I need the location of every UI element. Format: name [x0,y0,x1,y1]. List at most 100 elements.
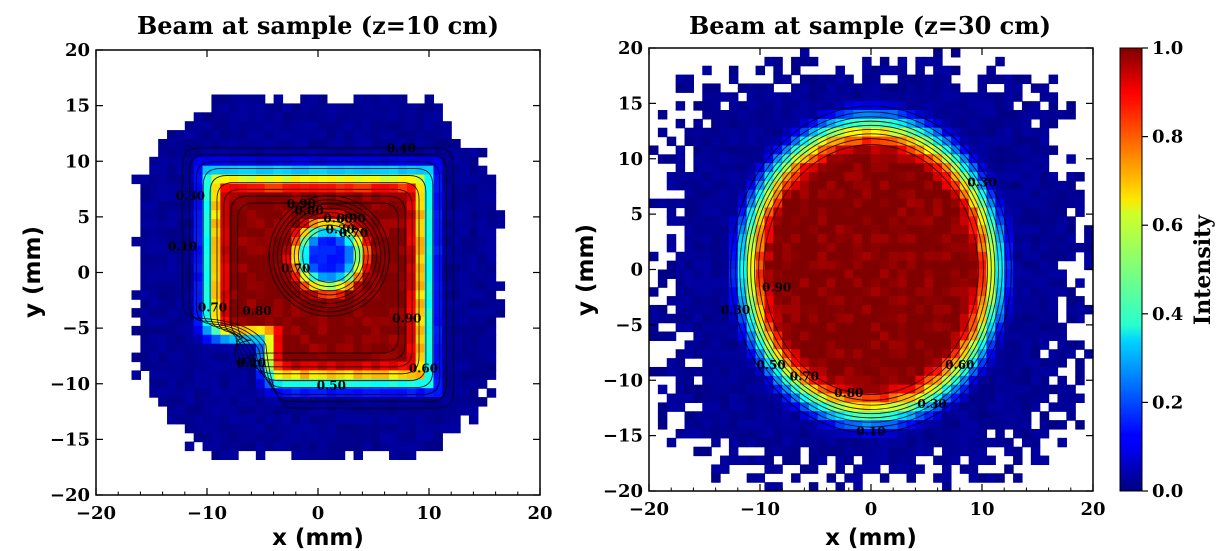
heatmap-cell [879,375,890,386]
heatmap-cell [675,74,686,85]
heatmap-cell [1021,207,1032,217]
heatmap-cell [826,74,837,85]
heatmap-cell [318,130,328,140]
heatmap-cell [835,189,845,200]
heatmap-cell [371,290,381,300]
heatmap-cell [791,92,801,102]
heatmap-cell [433,245,443,256]
heatmap-cell [1013,411,1023,421]
heatmap-cell [871,127,881,138]
heatmap-cell [167,361,177,371]
heatmap-cell [1004,287,1014,297]
heatmap-cell [1030,366,1041,377]
heatmap-cell [782,366,792,377]
heatmap-cell [149,174,159,185]
heatmap-cell [335,183,346,193]
heatmap-cell [808,375,819,386]
heatmap-cell [684,260,694,271]
heatmap-cell [468,236,479,247]
heatmap-cell [460,352,470,363]
heatmap-cell [202,139,213,149]
heatmap-cell [968,296,979,306]
heatmap-cell [1057,340,1067,350]
heatmap-cell [906,180,916,191]
heatmap-cell [220,308,230,318]
heatmap-cell [433,183,443,193]
heatmap-cell [220,201,230,211]
heatmap-cell [808,482,819,492]
heatmap-cell [844,163,854,173]
heatmap-cell [977,127,988,138]
heatmap-cell [353,325,363,336]
heatmap-cell [477,281,488,291]
heatmap-cell [335,174,346,185]
heatmap-cell [1013,198,1023,209]
heatmap-cell [273,103,284,113]
heatmap-cell [986,384,996,395]
heatmap-cell [950,393,961,403]
heatmap-cell [184,317,195,327]
heatmap-cell [782,278,792,288]
heatmap-cell [746,172,757,182]
heatmap-cell [353,263,363,274]
contour-label: 0.50 [317,378,346,392]
heatmap-cell [309,103,319,113]
heatmap-cell [238,406,248,416]
heatmap-cell [362,139,372,149]
heatmap-cell [817,225,828,235]
heatmap-cell [924,198,934,209]
heatmap-cell [424,156,435,167]
heatmap-cell [862,83,872,93]
heatmap-cell [468,290,479,300]
heatmap-cell [977,420,988,430]
heatmap-cell [711,296,721,306]
heatmap-cell [273,317,284,327]
heatmap-cell [220,245,230,256]
heatmap-cell [675,101,686,111]
heatmap-cell [158,388,168,398]
heatmap-cell [835,136,845,147]
heatmap-cell [862,446,872,457]
heatmap-cell [424,281,435,291]
heatmap-cell [986,74,996,85]
heatmap-cell [755,225,766,235]
heatmap-cell [950,207,961,217]
heatmap-cell [773,420,783,430]
heatmap-cell [451,165,461,176]
heatmap-cell [397,210,408,220]
heatmap-cell [906,331,916,341]
heatmap-cell [1048,92,1059,102]
heatmap-cell [746,296,757,306]
heatmap-cell [415,423,426,434]
heatmap-cell [728,313,739,324]
heatmap-cell [397,112,408,122]
heatmap-cell [1066,242,1076,253]
heatmap-cell [415,406,426,416]
contour-line [216,181,420,375]
heatmap-cell [468,228,479,238]
heatmap-cell [950,296,961,306]
heatmap-cell [468,254,479,265]
heatmap-cell [720,411,730,421]
heatmap-cell [167,299,177,309]
heatmap-cell [264,192,275,202]
heatmap-cell [255,317,266,327]
heatmap-cell [442,245,452,256]
heatmap-cell [291,308,301,318]
colorbar-tick-label: 0.2 [1152,392,1183,413]
heatmap-cell [844,446,854,457]
heatmap-cell [264,334,275,345]
heatmap-cell [220,423,230,434]
heatmap-cell [309,139,319,149]
heatmap-cell [959,366,970,377]
heatmap-cell [362,379,372,389]
heatmap-cell [442,343,452,354]
heatmap-cell [808,234,819,244]
heatmap-cell [255,219,266,229]
heatmap-cell [211,450,221,460]
y-tick-label: −5 [615,315,643,336]
heatmap-cell [424,423,435,434]
heatmap-cell [1021,287,1032,297]
heatmap-cell [808,207,819,217]
